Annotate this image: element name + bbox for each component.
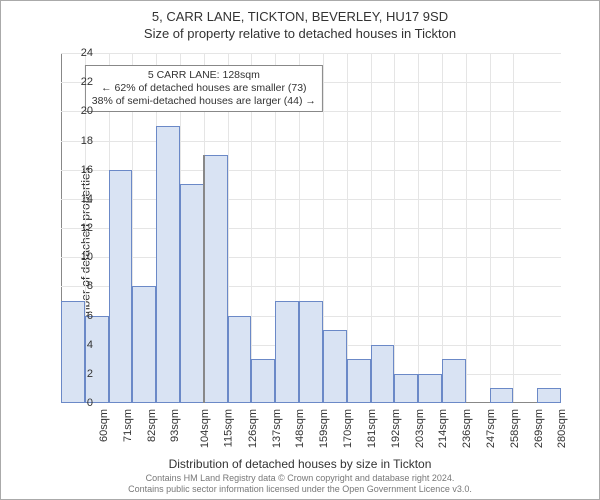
y-tick-label: 2 (87, 368, 93, 380)
grid-line-h (61, 228, 561, 229)
x-tick-label: 71sqm (122, 409, 134, 442)
x-tick-label: 148sqm (295, 409, 307, 448)
histogram-bar (347, 359, 371, 403)
marker-line (203, 155, 205, 403)
x-tick-label: 104sqm (199, 409, 211, 448)
grid-line-h (61, 53, 561, 54)
histogram-bar (299, 301, 323, 403)
x-tick-label: 269sqm (533, 409, 545, 448)
y-tick-label: 6 (87, 310, 93, 322)
histogram-bar (228, 316, 252, 404)
grid-line-h (61, 257, 561, 258)
plot-area: 5 CARR LANE: 128sqm← 62% of detached hou… (61, 53, 561, 403)
x-tick-label: 82sqm (146, 409, 158, 442)
y-tick-label: 14 (81, 193, 93, 205)
histogram-bar (394, 374, 418, 403)
annotation-line: 5 CARR LANE: 128sqm (92, 69, 316, 82)
x-tick-label: 258sqm (509, 409, 521, 448)
histogram-bar (323, 330, 347, 403)
histogram-bar (156, 126, 180, 403)
histogram-bar (109, 170, 133, 403)
histogram-bar (418, 374, 442, 403)
x-axis-label: Distribution of detached houses by size … (1, 457, 599, 471)
x-tick-label: 192sqm (390, 409, 402, 448)
histogram-bar (275, 301, 299, 403)
x-tick-label: 280sqm (557, 409, 569, 448)
y-tick-label: 0 (87, 397, 93, 409)
histogram-bar (371, 345, 395, 403)
grid-line-h (61, 141, 561, 142)
chart-title-address: 5, CARR LANE, TICKTON, BEVERLEY, HU17 9S… (1, 1, 599, 24)
annotation-box: 5 CARR LANE: 128sqm← 62% of detached hou… (85, 65, 323, 112)
x-tick-label: 126sqm (247, 409, 259, 448)
grid-line-h (61, 170, 561, 171)
x-tick-label: 247sqm (485, 409, 497, 448)
y-tick-label: 20 (81, 105, 93, 117)
chart-container: 5, CARR LANE, TICKTON, BEVERLEY, HU17 9S… (0, 0, 600, 500)
attribution-text: Contains HM Land Registry data © Crown c… (1, 473, 599, 495)
histogram-bar (180, 184, 204, 403)
histogram-bar (132, 286, 156, 403)
histogram-bar (442, 359, 466, 403)
y-tick-label: 4 (87, 339, 93, 351)
x-tick-label: 60sqm (98, 409, 110, 442)
histogram-bar (490, 388, 514, 403)
histogram-bar (61, 301, 85, 403)
x-tick-label: 159sqm (318, 409, 330, 448)
x-tick-label: 115sqm (222, 409, 234, 447)
y-tick-label: 16 (81, 164, 93, 176)
y-tick-label: 8 (87, 280, 93, 292)
y-tick-label: 10 (81, 251, 93, 263)
x-tick-label: 214sqm (437, 409, 449, 448)
y-tick-label: 12 (81, 222, 93, 234)
histogram-bar (204, 155, 228, 403)
annotation-line: ← 62% of detached houses are smaller (73… (92, 82, 316, 95)
histogram-bar (537, 388, 561, 403)
annotation-line: 38% of semi-detached houses are larger (… (92, 95, 316, 108)
histogram-bar (85, 316, 109, 404)
grid-line-h (61, 199, 561, 200)
y-tick-label: 22 (81, 76, 93, 88)
x-tick-label: 203sqm (414, 409, 426, 448)
histogram-bar (251, 359, 275, 403)
x-tick-label: 170sqm (342, 409, 354, 448)
x-tick-label: 236sqm (461, 409, 473, 448)
x-tick-label: 137sqm (271, 409, 283, 448)
x-tick-label: 181sqm (366, 409, 378, 448)
y-tick-label: 24 (81, 47, 93, 59)
x-tick-label: 93sqm (169, 409, 181, 442)
y-tick-label: 18 (81, 135, 93, 147)
chart-title-description: Size of property relative to detached ho… (1, 24, 599, 41)
